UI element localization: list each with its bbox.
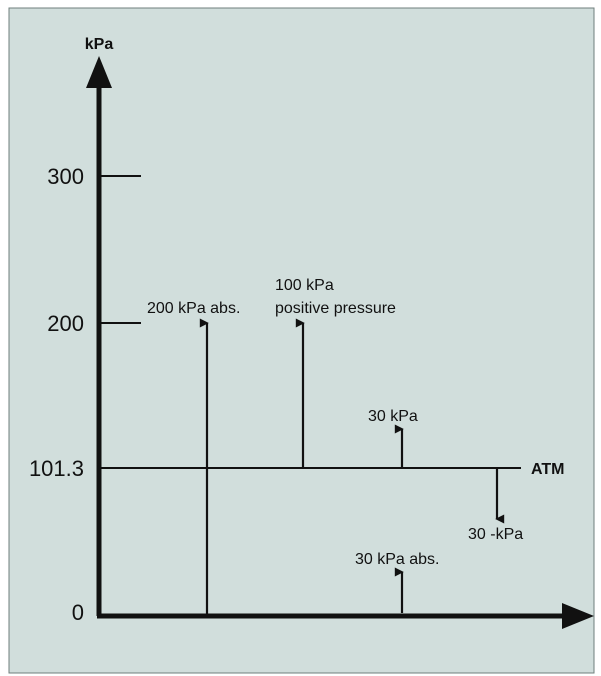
tick-label-101-3: 101.3 (29, 456, 84, 481)
atm-reference: ATM (99, 461, 564, 478)
label-200-kpa-abs: 200 kPa abs. (147, 300, 240, 317)
diagram-background (8, 7, 595, 674)
label-100-kpa: 100 kPa (275, 277, 334, 294)
y-axis-arrowhead (86, 56, 112, 88)
x-axis-arrowhead (562, 603, 594, 629)
label-30-kpa-abs: 30 kPa abs. (355, 551, 440, 568)
pressure-arrows (199, 318, 505, 614)
tick-label-200: 200 (47, 311, 84, 336)
atm-label: ATM (531, 461, 564, 478)
axes: kPa (85, 36, 594, 629)
tick-label-0: 0 (72, 600, 84, 625)
label-30-kpa-vacuum: 30 -kPa (468, 526, 523, 543)
label-positive-pressure: positive pressure (275, 300, 396, 317)
tick-label-300: 300 (47, 164, 84, 189)
y-axis-label: kPa (85, 36, 114, 53)
label-30-kpa-gauge: 30 kPa (368, 408, 418, 425)
arrow-labels: 200 kPa abs. 100 kPa positive pressure 3… (147, 277, 523, 568)
ticks: 300 200 101.3 0 (29, 164, 141, 625)
